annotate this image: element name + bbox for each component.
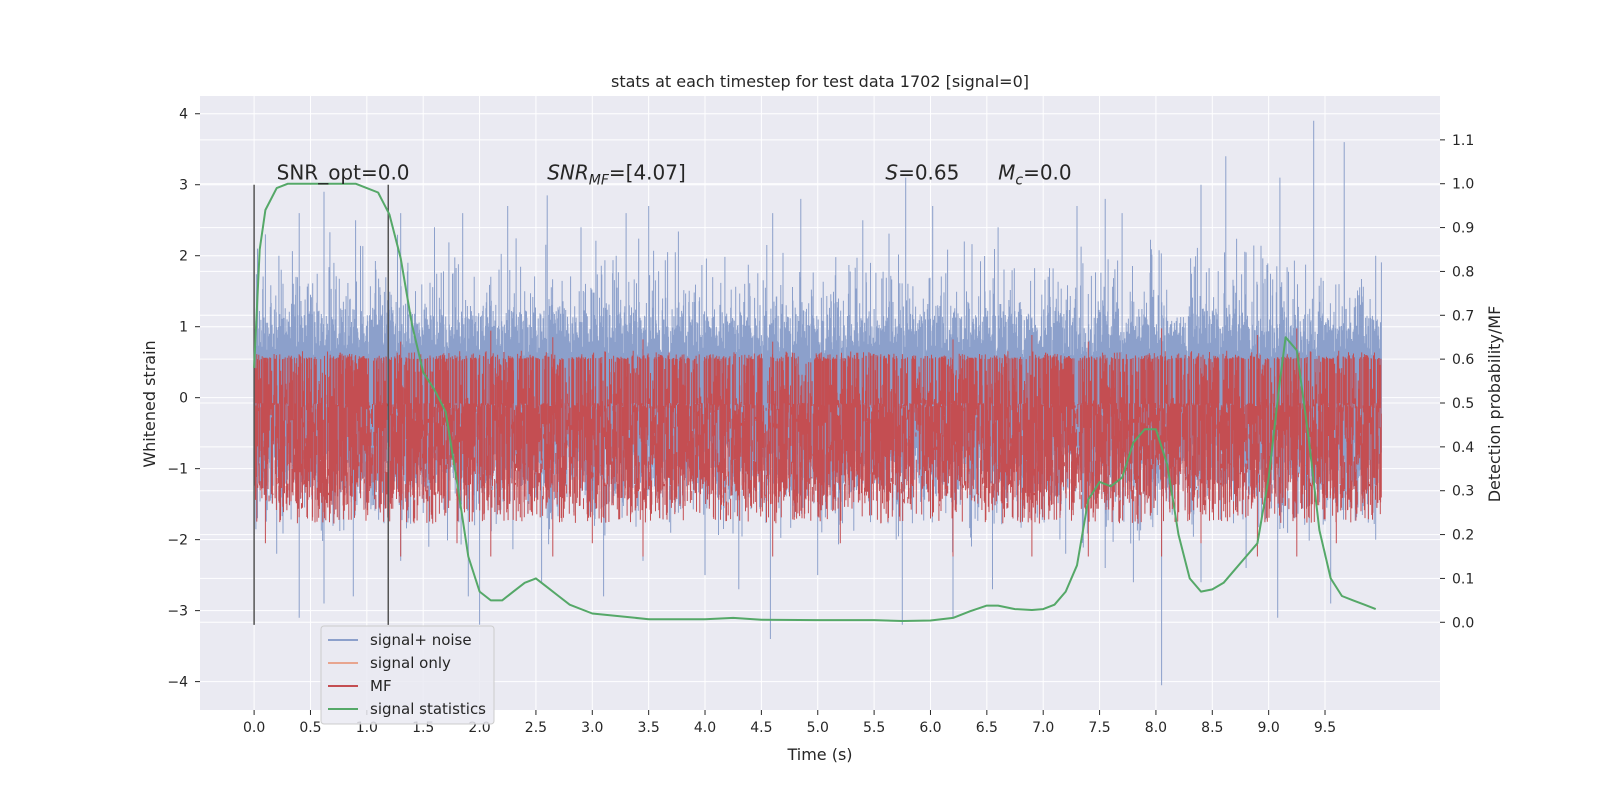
- legend-label-signal-only: signal only: [370, 654, 451, 672]
- y-tick-label: −2: [167, 533, 188, 549]
- vertical-markers: [253, 184, 390, 625]
- x-tick-label: 2.5: [525, 720, 547, 736]
- legend-label-signal-noise: signal+ noise: [370, 631, 472, 649]
- y-tick-label: 0: [179, 391, 188, 407]
- x-tick-label: 5.0: [807, 720, 829, 736]
- x-tick-label: 0.0: [243, 720, 265, 736]
- x-tick-label: 7.0: [1032, 720, 1054, 736]
- x-tick-label: 9.0: [1258, 720, 1280, 736]
- y2-axis-label: Detection probability/MF: [1485, 306, 1504, 503]
- x-tick-label: 9.5: [1314, 720, 1336, 736]
- y2-tick-label: 0.5: [1452, 396, 1474, 412]
- x-tick-label: 3.0: [581, 720, 603, 736]
- annotation-snr-mf: SNRMF=[4.07]: [547, 161, 686, 189]
- y2-tick-label: 0.3: [1452, 484, 1474, 500]
- y-tick-label: −3: [167, 604, 188, 620]
- x-tick-label: 6.5: [976, 720, 998, 736]
- y-tick-label: −4: [167, 675, 188, 691]
- y-tick-label: −1: [167, 462, 188, 478]
- x-tick-label: 4.5: [750, 720, 772, 736]
- y-tick-label: 4: [179, 107, 188, 123]
- x-tick-label: 3.5: [638, 720, 660, 736]
- y2-tick-label: 0.6: [1452, 352, 1474, 368]
- x-tick-label: 6.0: [919, 720, 941, 736]
- annotation-s-value: S=0.65: [885, 161, 959, 185]
- x-tick-label: 5.5: [863, 720, 885, 736]
- y-tick-label: 1: [179, 320, 188, 336]
- signal-statistics-line: [253, 182, 1377, 622]
- chart-title: stats at each timestep for test data 170…: [611, 72, 1029, 91]
- legend: signal+ noise signal only MF signal stat…: [320, 625, 495, 725]
- y2-tick-label: 1.0: [1452, 177, 1474, 193]
- y2-tick-label: 0.8: [1452, 264, 1474, 280]
- x-tick-label: 8.0: [1145, 720, 1167, 736]
- y-tick-label: 2: [179, 249, 188, 265]
- y2-tick-label: 1.1: [1452, 133, 1474, 149]
- annotations: SNR_opt=0.0 SNRMF=[4.07] S=0.65 Mc=0.0: [277, 161, 1072, 189]
- x-axis-label: Time (s): [786, 745, 852, 764]
- series-signal-statistics: [253, 182, 1377, 622]
- y2-tick-label: 0.2: [1452, 528, 1474, 544]
- x-tick-label: 8.5: [1201, 720, 1223, 736]
- annotation-snr-opt: SNR_opt=0.0: [277, 161, 410, 185]
- y2-tick-label: 0.7: [1452, 308, 1474, 324]
- x-tick-label: 0.5: [299, 720, 321, 736]
- legend-label-mf: MF: [370, 677, 392, 695]
- y2-tick-label: 0.9: [1452, 221, 1474, 237]
- y-axis-label: Whitened strain: [140, 340, 159, 467]
- x-tick-label: 7.5: [1088, 720, 1110, 736]
- legend-label-signal-statistics: signal statistics: [370, 700, 486, 718]
- y2-tick-label: 0.4: [1452, 440, 1474, 456]
- x-tick-label: 4.0: [694, 720, 716, 736]
- annotation-mc-value: Mc=0.0: [998, 161, 1072, 189]
- y-tick-label: 3: [179, 178, 188, 194]
- legend-box: [320, 625, 495, 725]
- y2-tick-label: 0.1: [1452, 571, 1474, 587]
- y2-tick-label: 0.0: [1452, 615, 1474, 631]
